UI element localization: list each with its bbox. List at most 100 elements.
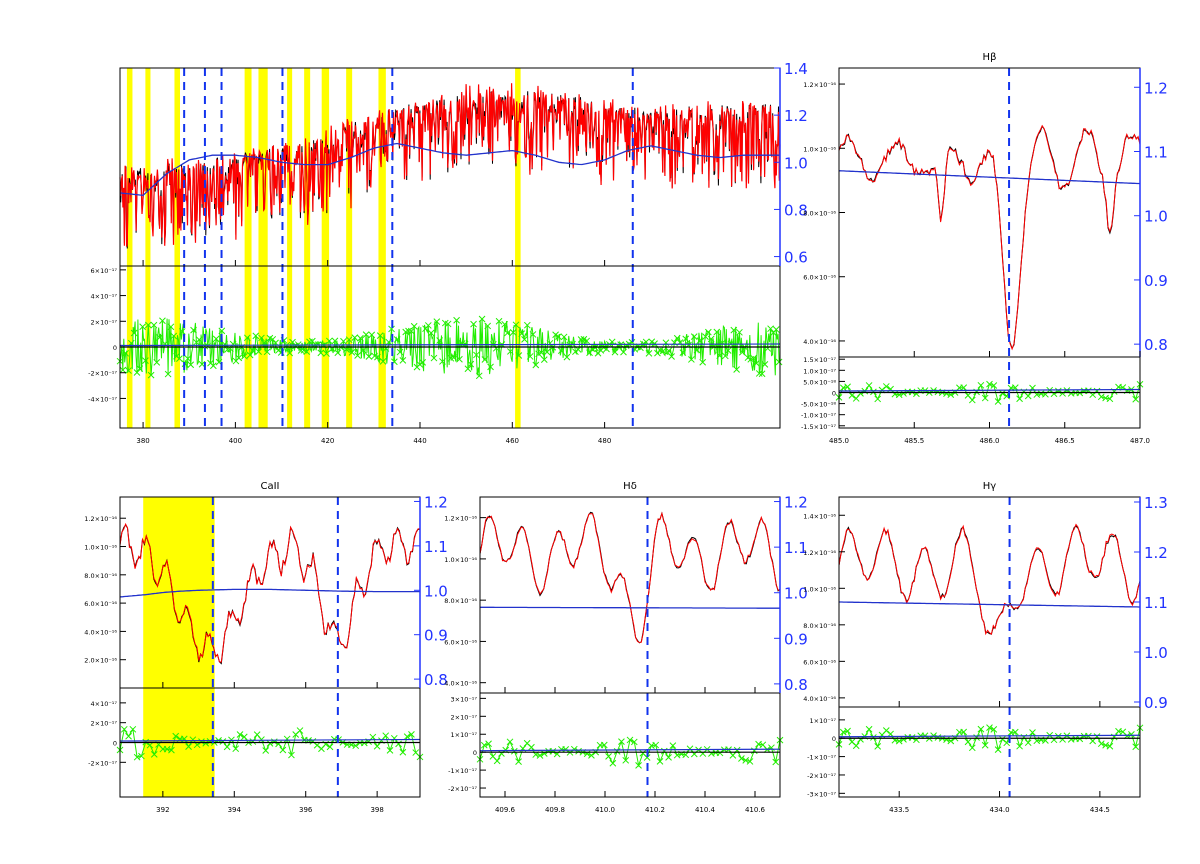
residual-point [258,736,265,743]
residual-point [388,325,395,333]
residual-point [407,327,415,335]
residual-point [125,367,132,374]
residual-point [651,340,658,348]
flux-tick-label: 4.0×10⁻¹⁶ [84,628,117,636]
x-tick-label: 410.2 [645,806,665,814]
residual-point [279,746,287,754]
residual-point [164,370,172,378]
residual-point [577,336,585,343]
residual-point [249,347,257,355]
residual-point [733,366,740,373]
x-tick-label: 480 [598,437,611,445]
residual-point [583,337,591,345]
residual-point [297,347,305,354]
residual-point [439,358,446,365]
residual-point [232,745,240,753]
x-tick-label: 410.4 [695,806,716,814]
residual-tick-label: 2×10⁻¹⁷ [451,713,478,721]
residual-point [263,348,271,356]
residual-point [977,381,985,389]
residual-point [990,726,998,733]
residual-point [501,320,509,328]
residual-point [189,736,197,744]
right-tick-label: 1.1 [1144,594,1168,612]
observed-spectrum [838,124,1141,350]
residual-point [325,337,333,345]
residual-point [994,398,1002,405]
residual-point [750,354,757,362]
residual-point [1059,390,1066,397]
residual-point [600,741,608,749]
residual-point [221,340,229,348]
right-tick-label: 0.9 [424,627,448,645]
residual-point [362,331,370,338]
residual-point [656,758,664,765]
residual-point [495,317,503,325]
residual-point [419,359,427,366]
residual-point [882,727,890,734]
residual-point [707,335,715,343]
residual-point [1024,392,1032,400]
residual-point [719,339,726,347]
residual-point [498,750,505,757]
model-spectrum [479,511,781,644]
residual-point [484,322,492,330]
right-tick-label: 1.3 [1144,494,1168,512]
x-tick-label: 394 [228,806,242,814]
residual-tick-label: -5.0×10⁻¹⁸ [801,401,836,409]
residual-point [506,348,514,355]
residual-point [702,333,709,340]
residual-point [223,743,231,751]
residual-point [357,334,364,342]
residual-point [746,758,754,765]
right-tick-label: 1.1 [784,539,808,557]
residual-tick-label: 0 [832,390,836,398]
residual-point [943,390,950,397]
x-tick-label: 380 [136,437,149,445]
residual-point [236,731,244,738]
residual-point [626,736,634,744]
residual-tick-label: 3×10⁻¹⁷ [451,695,478,703]
residual-point [981,394,989,402]
residual-point [475,372,483,380]
residual-point [852,742,860,750]
residual-continuum-line [838,734,1141,738]
residual-point [385,338,393,346]
residual-point [368,331,376,339]
residual-point [643,754,651,761]
residual-point [1016,742,1023,750]
residual-point [288,751,295,759]
right-tick-label: 1.1 [1144,143,1168,161]
right-tick-label: 1.2 [784,494,808,512]
residual-point [130,329,138,337]
residual-tick-label: -4×10⁻¹⁷ [88,395,117,403]
residual-point [159,317,166,325]
residual-point [1076,735,1084,743]
residual-point [243,334,251,342]
residual-point [119,366,127,374]
residual-point [1016,395,1023,403]
residual-point [201,342,209,350]
residual-point [450,354,458,361]
residual-point [395,740,402,748]
residual-point [296,727,304,734]
residual-point [195,336,203,344]
residual-point [444,320,452,328]
residual-point [865,382,873,389]
residual-point [453,316,460,324]
residual-point [986,380,993,388]
residual-point [326,743,334,751]
residual-point [504,329,511,337]
residual-tick-label: -3×10⁻¹⁷ [807,790,836,798]
right-tick-label: 1.2 [1144,79,1168,97]
right-tick-label: 0.8 [784,201,808,219]
residual-point [682,335,690,343]
right-tick-label: 1.0 [424,582,448,600]
residual-point [1011,728,1019,736]
residual-point [900,390,907,397]
residual-continuum-line [838,388,1141,392]
flux-tick-label: 6.0×10⁻¹⁶ [444,638,477,646]
panel-hd: 409.6 409.8 410.0 410.2 410.4 410.6 4.0×10⁻¹⁶ 6… [444,481,808,814]
residual-point [369,733,377,741]
residual-point [543,348,551,356]
